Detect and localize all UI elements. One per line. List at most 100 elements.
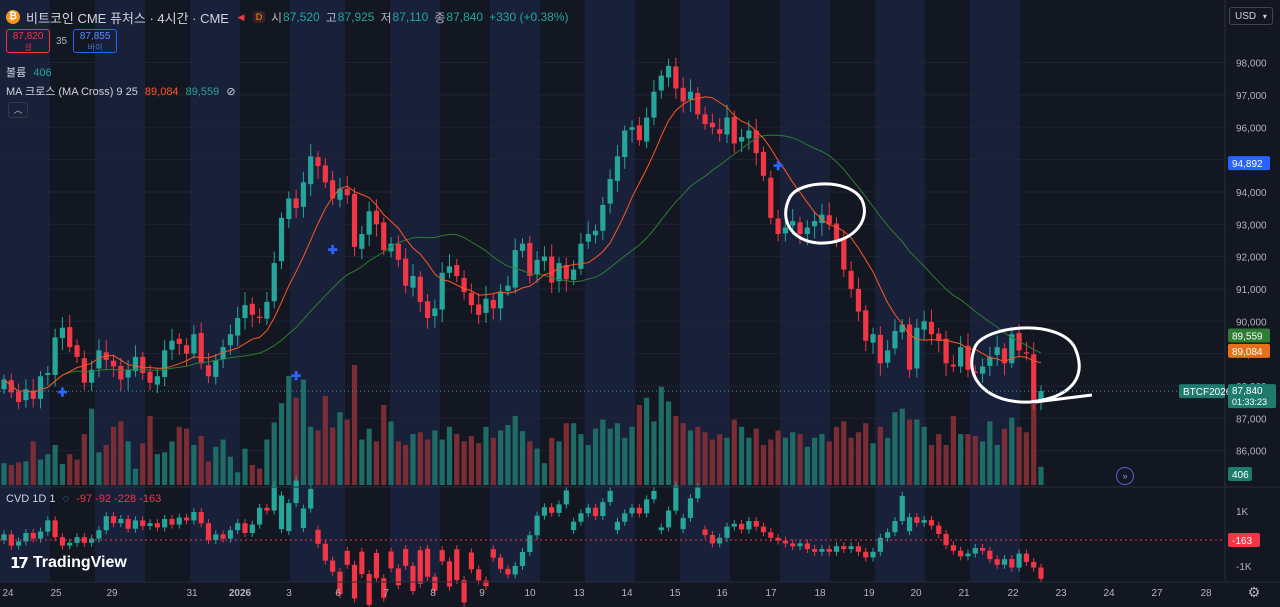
buy-label: 바이 bbox=[87, 43, 103, 52]
buy-button[interactable]: 87,855 바이 bbox=[73, 29, 118, 53]
last-price-tag: 87,840 bbox=[1232, 386, 1263, 397]
candle-body bbox=[702, 114, 708, 125]
volume-bar bbox=[607, 428, 613, 485]
volume-bar bbox=[695, 426, 701, 485]
candle-body bbox=[278, 217, 285, 262]
flag-icon[interactable]: ◀ bbox=[237, 12, 245, 22]
cvd-candle bbox=[446, 561, 453, 587]
cvd-candle bbox=[227, 530, 233, 539]
candle-body bbox=[271, 263, 277, 302]
cvd-candle bbox=[877, 537, 883, 552]
volume-bar bbox=[278, 403, 285, 485]
cvd-candle bbox=[110, 516, 117, 524]
sell-button[interactable]: 87,820 셀 bbox=[6, 29, 50, 53]
volume-label: 볼륨 bbox=[6, 67, 27, 79]
cvd-candle bbox=[235, 523, 241, 531]
cvd-candle bbox=[490, 549, 496, 558]
cvd-candle bbox=[359, 551, 365, 575]
ma-legend[interactable]: MA 크로스 (MA Cross) 9 25 89,084 89,559 ⊘ bbox=[6, 83, 236, 99]
cvd-candle bbox=[607, 490, 613, 503]
cvd-value-2: -92 bbox=[95, 493, 112, 505]
candle-body bbox=[37, 376, 44, 399]
cvd-candle bbox=[52, 520, 58, 538]
volume-bar bbox=[527, 441, 533, 485]
candle-body bbox=[264, 301, 270, 319]
cvd-candle bbox=[162, 519, 168, 528]
cvd-candle bbox=[592, 507, 599, 517]
symbol-title[interactable]: 비트코인 CME 퓨처스 · 4시간 · CME bbox=[26, 10, 229, 26]
volume-bar bbox=[680, 423, 686, 485]
candle-body bbox=[52, 337, 58, 375]
volume-bar bbox=[979, 441, 986, 485]
candle-body bbox=[775, 218, 781, 234]
cvd-candle bbox=[1023, 553, 1029, 562]
eye-off-icon[interactable]: ⊘ bbox=[226, 86, 236, 98]
candle-body bbox=[665, 65, 672, 78]
session-band bbox=[680, 0, 730, 582]
scroll-to-realtime-button[interactable]: » bbox=[1116, 467, 1134, 485]
cvd-candle bbox=[979, 547, 986, 551]
cvd-candle bbox=[1, 534, 7, 540]
collapse-legend-button[interactable]: ︿ bbox=[8, 102, 28, 118]
cvd-candle bbox=[213, 534, 219, 540]
candle-body bbox=[235, 318, 241, 336]
volume-bar bbox=[198, 435, 204, 485]
volume-bar bbox=[534, 448, 540, 485]
buy-price: 87,855 bbox=[79, 31, 111, 42]
cvd-settings-icon[interactable]: ◌ bbox=[62, 493, 70, 505]
candle-body bbox=[549, 256, 555, 283]
candle-body bbox=[680, 87, 686, 102]
session-band bbox=[780, 0, 830, 582]
cvd-candle bbox=[921, 519, 927, 523]
volume-bar bbox=[96, 452, 102, 485]
last-price-tag-bg bbox=[1228, 384, 1276, 409]
candle-body bbox=[359, 233, 365, 249]
candle-body bbox=[717, 129, 723, 134]
volume-bar bbox=[45, 454, 51, 485]
cvd-candle bbox=[169, 519, 175, 525]
candle-body bbox=[381, 222, 387, 251]
candle-body bbox=[337, 188, 343, 200]
cvd-candle bbox=[899, 495, 905, 522]
volume-bar bbox=[987, 421, 993, 485]
volume-bar bbox=[899, 408, 905, 485]
volume-bar bbox=[1001, 428, 1008, 485]
volume-bar bbox=[826, 441, 832, 485]
cvd-candle bbox=[680, 517, 686, 530]
candle-body bbox=[782, 227, 789, 234]
cvd-candle bbox=[928, 519, 935, 526]
volume-bar bbox=[271, 422, 277, 485]
tradingview-logo[interactable]: 𝟭𝟳 TradingView bbox=[10, 554, 127, 572]
cvd-legend[interactable]: CVD 1D 1 ◌ -97 -92 -228 -163 bbox=[6, 493, 161, 505]
volume-bar bbox=[571, 423, 577, 485]
date-tick: 21 bbox=[958, 588, 970, 599]
volume-bar bbox=[855, 432, 862, 485]
volume-bar bbox=[490, 437, 496, 485]
volume-bar bbox=[410, 434, 416, 485]
volume-bar bbox=[169, 441, 175, 485]
price-tick: 97,000 bbox=[1236, 91, 1267, 102]
volume-bar bbox=[286, 375, 292, 485]
date-tick: 29 bbox=[106, 588, 118, 599]
volume-bar bbox=[176, 426, 182, 485]
cvd-value-3: -228 bbox=[114, 493, 137, 505]
volume-bar bbox=[315, 430, 321, 485]
candle-body bbox=[644, 117, 650, 142]
volume-bar bbox=[950, 415, 956, 485]
currency-select[interactable]: USD ▾ bbox=[1229, 7, 1273, 25]
candle-body bbox=[74, 345, 80, 357]
volume-bar bbox=[89, 408, 95, 485]
candle-body bbox=[410, 276, 416, 288]
date-tick: 27 bbox=[1151, 588, 1163, 599]
volume-bar bbox=[936, 434, 942, 485]
trade-buttons: 87,820 셀 35 87,855 바이 bbox=[6, 29, 118, 53]
cvd-candle bbox=[855, 546, 862, 552]
date-tick: 24 bbox=[2, 588, 14, 599]
volume-legend[interactable]: 볼륨 406 bbox=[6, 64, 52, 80]
volume-bar bbox=[731, 419, 737, 485]
logo-text: TradingView bbox=[32, 554, 127, 571]
volume-bar bbox=[841, 421, 847, 485]
gear-icon[interactable]: ⚙ bbox=[1247, 584, 1261, 600]
volume-bar bbox=[395, 441, 401, 485]
